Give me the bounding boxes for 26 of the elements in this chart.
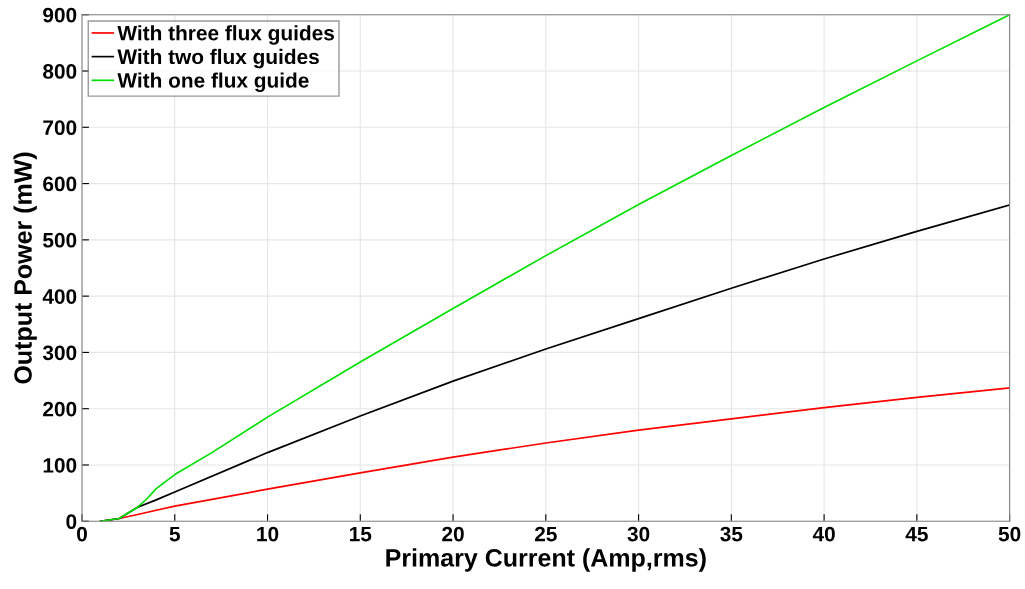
y-tick-label: 700: [43, 120, 77, 136]
x-tick-label: 45: [905, 526, 928, 542]
y-tick-label: 600: [43, 176, 77, 192]
y-tick-label: 100: [43, 457, 77, 473]
y-axis-title: Output Power (mW): [13, 152, 37, 384]
x-tick-label: 50: [998, 526, 1021, 542]
y-tick-label: 800: [43, 64, 77, 79]
legend-label: With three flux guides: [117, 25, 334, 45]
x-tick-label: 25: [534, 526, 557, 542]
y-tick-label: 500: [43, 232, 77, 248]
x-tick-label: 15: [350, 526, 372, 542]
x-tick-label: 40: [812, 526, 835, 542]
x-tick-label: 20: [442, 526, 464, 542]
y-tick-label: 900: [43, 7, 77, 23]
x-tick-label: 35: [720, 526, 743, 542]
x-tick-label: 0: [77, 526, 87, 542]
x-tick-label: 5: [169, 526, 180, 542]
legend-label: With two flux guides: [117, 48, 319, 69]
legend-label: With one flux guide: [117, 72, 309, 93]
y-tick-label: 0: [66, 514, 77, 530]
x-tick-label: 30: [627, 526, 650, 542]
x-axis-title: Primary Current (Amp,rms): [386, 548, 706, 572]
y-tick-label: 200: [43, 401, 77, 417]
y-tick-label: 400: [42, 289, 77, 304]
x-tick-label: 10: [257, 526, 279, 542]
y-tick-label: 300: [42, 345, 77, 361]
